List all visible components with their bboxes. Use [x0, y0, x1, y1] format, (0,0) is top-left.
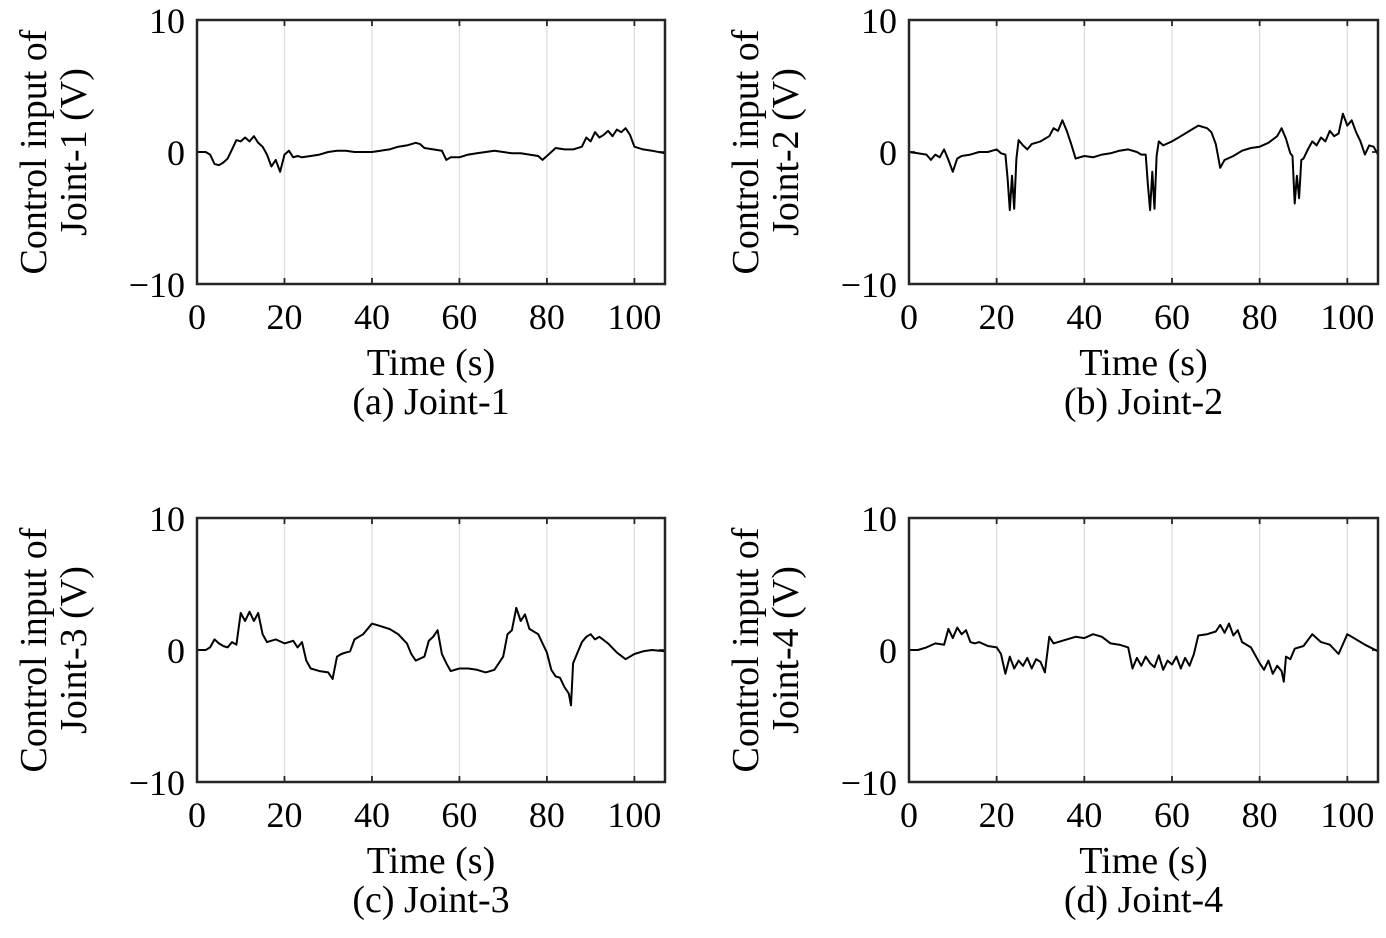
x-tick-label: 60 [1154, 297, 1190, 337]
x-tick-label: 100 [1320, 795, 1374, 835]
x-axis-label: Time (s) [367, 342, 495, 384]
data-line [909, 622, 1379, 683]
panel-caption: (a) Joint-1 [352, 381, 509, 423]
y-axis-label: Control input of [13, 527, 55, 772]
x-tick-label: 80 [1242, 297, 1278, 337]
x-tick-label: 100 [607, 297, 661, 337]
x-tick-label: 0 [900, 297, 918, 337]
y-axis-label: Control input of [725, 527, 767, 772]
y-tick-label: 0 [879, 133, 897, 173]
axes-box [907, 516, 1380, 784]
panel-caption: (b) Joint-2 [1064, 381, 1223, 423]
axes-box [195, 18, 667, 286]
x-tick-label: 0 [188, 297, 206, 337]
x-tick-label: 0 [900, 795, 918, 835]
y-tick-label: −10 [841, 763, 897, 803]
x-tick-label: 20 [979, 795, 1015, 835]
x-tick-label: 20 [266, 297, 302, 337]
y-axis-label: Control input of [13, 29, 55, 274]
panel-caption: (c) Joint-3 [352, 879, 509, 921]
x-tick-label: 80 [1242, 795, 1278, 835]
x-axis-label: Time (s) [367, 840, 495, 882]
y-tick-label: 10 [149, 499, 185, 539]
x-tick-label: 80 [529, 795, 565, 835]
x-tick-label: 40 [1066, 297, 1102, 337]
y-tick-label: −10 [129, 763, 185, 803]
axes-box [907, 18, 1380, 286]
y-tick-label: 10 [861, 1, 897, 41]
x-tick-label: 60 [441, 297, 477, 337]
x-tick-label: 20 [266, 795, 302, 835]
y-tick-label: 0 [167, 631, 185, 671]
x-tick-label: 100 [1320, 297, 1374, 337]
y-axis-label: Joint-1 (V) [53, 68, 95, 236]
y-tick-label: −10 [841, 265, 897, 305]
y-tick-label: 10 [861, 499, 897, 539]
data-line [197, 127, 666, 173]
y-tick-label: 0 [167, 133, 185, 173]
y-axis-label: Control input of [725, 29, 767, 274]
y-tick-label: 10 [149, 1, 185, 41]
data-line [908, 112, 1379, 212]
y-tick-label: −10 [129, 265, 185, 305]
axes-box [195, 516, 667, 784]
x-tick-label: 100 [607, 795, 661, 835]
x-axis-label: Time (s) [1079, 840, 1207, 882]
y-axis-label: Joint-2 (V) [765, 68, 807, 236]
panel-caption: (d) Joint-4 [1064, 879, 1223, 921]
y-axis-label: Joint-4 (V) [765, 566, 807, 734]
y-axis-label: Joint-3 (V) [53, 566, 95, 734]
x-axis-label: Time (s) [1079, 342, 1207, 384]
y-tick-label: 0 [879, 631, 897, 671]
data-line [197, 606, 666, 707]
x-tick-label: 40 [1066, 795, 1102, 835]
x-tick-label: 60 [1154, 795, 1190, 835]
x-tick-label: 40 [354, 297, 390, 337]
x-tick-label: 80 [529, 297, 565, 337]
x-tick-label: 40 [354, 795, 390, 835]
x-tick-label: 20 [979, 297, 1015, 337]
x-tick-label: 0 [188, 795, 206, 835]
x-tick-label: 60 [441, 795, 477, 835]
